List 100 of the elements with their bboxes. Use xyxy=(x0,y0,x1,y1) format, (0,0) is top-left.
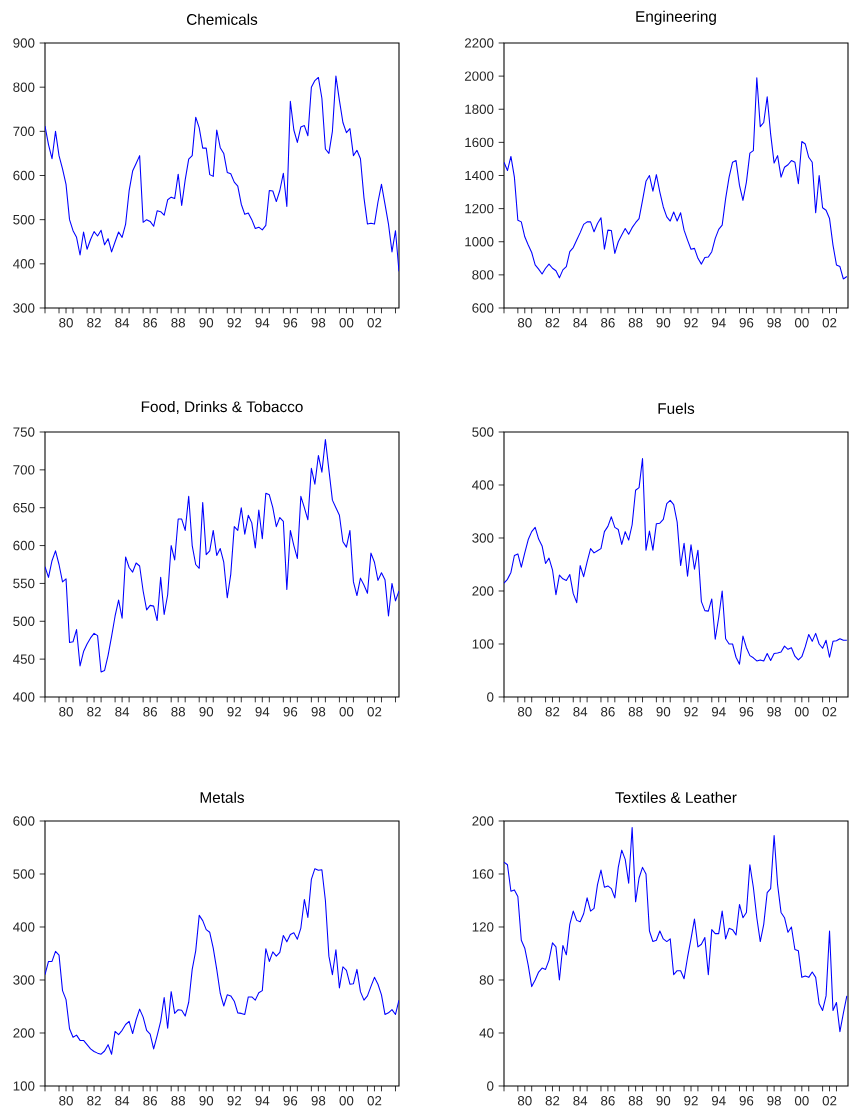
y-tick-label: 80 xyxy=(479,975,494,985)
x-tick-label: 88 xyxy=(171,1096,186,1106)
x-tick-label: 94 xyxy=(711,707,726,717)
x-tick-label: 88 xyxy=(628,1096,643,1106)
chart-title: Textiles & Leather xyxy=(615,791,737,803)
x-tick-label: 80 xyxy=(517,318,532,328)
y-tick-label: 900 xyxy=(13,38,35,48)
y-tick-label: 0 xyxy=(487,692,494,702)
x-tick-label: 82 xyxy=(87,318,101,328)
x-tick-label: 00 xyxy=(794,318,809,328)
x-tick-label: 02 xyxy=(367,1096,382,1106)
y-tick-label: 600 xyxy=(472,303,494,313)
chart-title: Fuels xyxy=(658,402,695,414)
x-tick-label: 86 xyxy=(601,707,615,717)
x-tick-label: 98 xyxy=(311,707,326,717)
x-tick-label: 98 xyxy=(767,318,781,328)
x-tick-label: 82 xyxy=(87,1096,101,1106)
y-tick-label: 120 xyxy=(472,922,494,932)
y-tick-label: 700 xyxy=(13,465,35,475)
y-tick-label: 200 xyxy=(13,1028,35,1038)
y-tick-label: 1200 xyxy=(465,203,494,214)
y-tick-label: 300 xyxy=(13,975,35,985)
y-tick-label: 400 xyxy=(13,259,35,269)
x-tick-label: 82 xyxy=(545,318,560,328)
y-tick-label: 600 xyxy=(13,540,35,551)
line-series xyxy=(504,77,848,280)
chart-title: Engineering xyxy=(636,10,716,25)
x-tick-label: 96 xyxy=(283,318,298,328)
chart-title: Metals xyxy=(200,791,245,803)
y-tick-label: 800 xyxy=(13,82,35,92)
x-tick-label: 86 xyxy=(601,318,615,328)
y-tick-label: 750 xyxy=(13,427,35,437)
line-series xyxy=(45,75,399,272)
y-tick-label: 160 xyxy=(472,869,494,879)
x-tick-label: 94 xyxy=(255,318,270,328)
x-tick-label: 84 xyxy=(115,318,130,328)
chart-title: Chemicals xyxy=(186,13,258,25)
x-tick-label: 94 xyxy=(711,1096,726,1106)
x-tick-label: 82 xyxy=(545,707,560,717)
x-tick-label: 86 xyxy=(143,707,157,717)
y-tick-label: 1800 xyxy=(465,104,494,114)
x-tick-label: 96 xyxy=(283,1096,298,1106)
y-tick-label: 700 xyxy=(13,126,35,137)
x-tick-label: 80 xyxy=(59,318,73,328)
x-tick-label: 94 xyxy=(255,1096,270,1106)
x-tick-label: 90 xyxy=(656,707,671,717)
x-tick-label: 84 xyxy=(573,318,588,328)
y-tick-label: 40 xyxy=(479,1028,494,1038)
line-series xyxy=(504,827,848,1033)
y-tick-label: 1400 xyxy=(465,170,494,181)
y-tick-label: 600 xyxy=(13,170,35,181)
x-tick-label: 00 xyxy=(339,1096,354,1106)
x-tick-label: 90 xyxy=(199,318,214,328)
x-tick-label: 80 xyxy=(59,707,73,717)
x-tick-label: 90 xyxy=(199,1096,214,1106)
y-tick-label: 800 xyxy=(472,270,494,280)
y-tick-label: 500 xyxy=(13,616,35,626)
x-tick-label: 90 xyxy=(656,318,671,328)
x-tick-label: 92 xyxy=(227,1096,242,1106)
y-tick-label: 650 xyxy=(13,503,35,513)
y-tick-label: 500 xyxy=(472,427,494,437)
x-tick-label: 02 xyxy=(367,318,382,328)
x-tick-label: 00 xyxy=(339,318,354,328)
x-tick-label: 80 xyxy=(517,707,532,717)
y-tick-label: 1600 xyxy=(465,137,494,148)
x-tick-label: 86 xyxy=(601,1096,615,1106)
x-tick-label: 80 xyxy=(517,1096,532,1106)
x-tick-label: 02 xyxy=(822,1096,837,1106)
x-tick-label: 86 xyxy=(143,1096,157,1106)
x-tick-label: 92 xyxy=(684,1096,698,1106)
x-tick-label: 82 xyxy=(545,1096,560,1106)
y-tick-label: 300 xyxy=(13,303,35,313)
line-series xyxy=(504,457,848,665)
x-tick-label: 88 xyxy=(628,707,643,717)
x-tick-label: 02 xyxy=(822,318,837,328)
y-tick-label: 500 xyxy=(13,869,35,879)
y-tick-label: 300 xyxy=(472,533,494,543)
y-tick-label: 600 xyxy=(13,816,35,826)
x-tick-label: 92 xyxy=(684,707,698,717)
y-tick-label: 200 xyxy=(472,816,494,826)
y-tick-label: 2200 xyxy=(464,38,494,48)
y-tick-label: 400 xyxy=(13,922,35,932)
x-tick-label: 98 xyxy=(767,707,781,717)
y-tick-label: 500 xyxy=(13,214,35,225)
x-tick-label: 98 xyxy=(311,1096,326,1106)
x-tick-label: 96 xyxy=(739,707,754,717)
y-tick-label: 200 xyxy=(472,586,494,596)
x-tick-label: 98 xyxy=(767,1096,781,1106)
x-tick-label: 92 xyxy=(227,318,242,328)
x-tick-label: 92 xyxy=(227,707,242,717)
x-tick-label: 00 xyxy=(794,707,809,717)
x-tick-label: 86 xyxy=(143,318,157,328)
x-tick-label: 88 xyxy=(171,318,186,328)
line-series xyxy=(45,439,399,673)
x-tick-label: 94 xyxy=(711,318,726,328)
x-tick-label: 88 xyxy=(171,707,186,717)
x-tick-label: 96 xyxy=(739,318,754,328)
y-tick-label: 450 xyxy=(13,654,35,664)
x-tick-label: 94 xyxy=(255,707,270,717)
chart-title: Food, Drinks & Tobacco xyxy=(141,400,303,414)
